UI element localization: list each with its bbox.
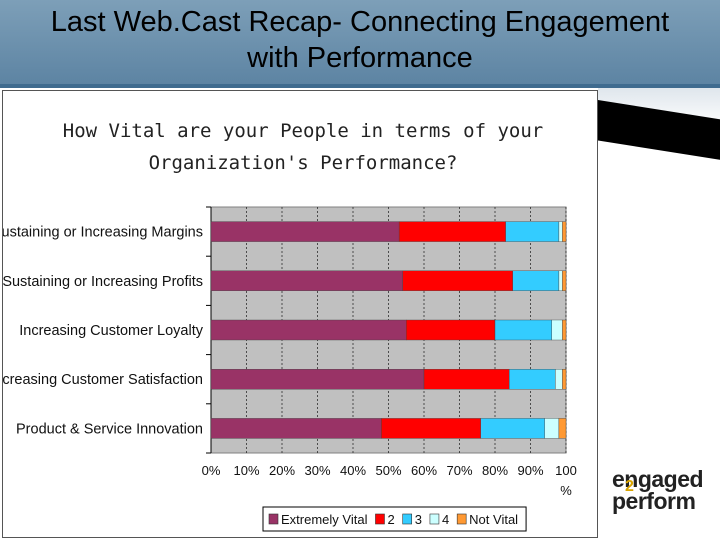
bar-segment	[210, 319, 407, 341]
bar-segment	[406, 319, 496, 341]
logo-word-perform: perform	[612, 488, 696, 514]
header-bar: Last Web.Cast Recap- Connecting Engageme…	[0, 0, 720, 88]
bar-segment	[562, 221, 567, 242]
legend-swatch	[429, 513, 440, 525]
category-labels: Sustaining or Increasing Margins Sustaini…	[3, 225, 204, 438]
x-axis-ticks: 0% 10% 20% 30% 40% 50% 60% 70% 80% 90% 100%	[202, 463, 577, 498]
x-tick-label: 30%	[304, 463, 330, 478]
bar-segment	[381, 418, 481, 439]
chart-title-line-1: How Vital are your People in terms of yo…	[63, 120, 543, 142]
category-label: Sustaining or Increasing Margins	[3, 225, 203, 241]
bar-segment	[555, 369, 563, 390]
bars	[210, 221, 567, 439]
legend-swatch	[375, 513, 385, 525]
x-tick-label: 50%	[375, 463, 401, 478]
slide-title-line-2: with Performance	[247, 42, 473, 74]
engaged-perform-logo: engaged 2 perform	[606, 466, 716, 526]
legend-box	[262, 506, 527, 532]
legend: Extremely Vital 2 3 4 Not Vital	[262, 506, 527, 532]
category-label: Increasing Customer Loyalty	[19, 323, 203, 339]
legend-label: 3	[415, 512, 422, 527]
bar-segment	[558, 270, 563, 292]
chart-frame: How Vital are your People in terms of yo…	[2, 90, 598, 538]
bar-segment	[210, 270, 403, 292]
legend-label: 4	[442, 512, 449, 527]
x-tick-label-suffix: %	[560, 483, 572, 498]
slide-title-line-1: Last Web.Cast Recap- Connecting Engageme…	[50, 6, 670, 38]
legend-label: Not Vital	[469, 512, 518, 527]
logo-mark: 2	[625, 478, 634, 495]
bar-segment	[551, 319, 563, 341]
x-tick-label: 100	[555, 463, 577, 478]
bar-segment	[509, 369, 556, 390]
slide-title: Last Web.Cast Recap- Connecting Engageme…	[0, 4, 720, 76]
x-tick-label: 40%	[340, 463, 366, 478]
x-tick-label: 20%	[269, 463, 295, 478]
chart: How Vital are your People in terms of yo…	[3, 120, 577, 532]
x-tick-label: 70%	[446, 463, 472, 478]
bar-segment	[480, 418, 545, 439]
bar-segment	[562, 270, 567, 292]
x-tick-label: 90%	[517, 463, 543, 478]
legend-swatch	[456, 513, 467, 525]
legend-swatch	[402, 513, 413, 525]
category-label: Product & Service Innovation	[16, 421, 203, 437]
x-tick-label: 60%	[411, 463, 437, 478]
bar-segment	[544, 418, 560, 439]
legend-label: 2	[387, 512, 394, 527]
bar-segment	[210, 221, 400, 242]
bar-segment	[562, 319, 567, 341]
legend-label: Extremely Vital	[281, 512, 368, 527]
bar-segment	[505, 221, 560, 242]
x-tick-label: 0%	[202, 463, 221, 478]
bar-segment	[402, 270, 513, 292]
bar-segment	[210, 418, 382, 439]
bar-segment	[558, 418, 567, 439]
category-label: Sustaining or Increasing Profits	[3, 274, 203, 290]
bar-segment	[512, 270, 560, 292]
x-tick-label: 10%	[233, 463, 259, 478]
x-tick-label: 80%	[482, 463, 508, 478]
bar-segment	[562, 369, 567, 390]
bar-segment	[423, 369, 510, 390]
bar-segment	[494, 319, 552, 341]
bar-segment	[398, 221, 506, 242]
chart-title-line-2: Organization's Performance?	[149, 152, 458, 174]
category-label: Increasing Customer Satisfaction	[3, 372, 203, 388]
legend-swatch	[268, 513, 279, 525]
bar-segment	[558, 221, 563, 242]
logo-word-engaged: engaged	[612, 466, 704, 492]
bar-segment	[210, 369, 425, 390]
